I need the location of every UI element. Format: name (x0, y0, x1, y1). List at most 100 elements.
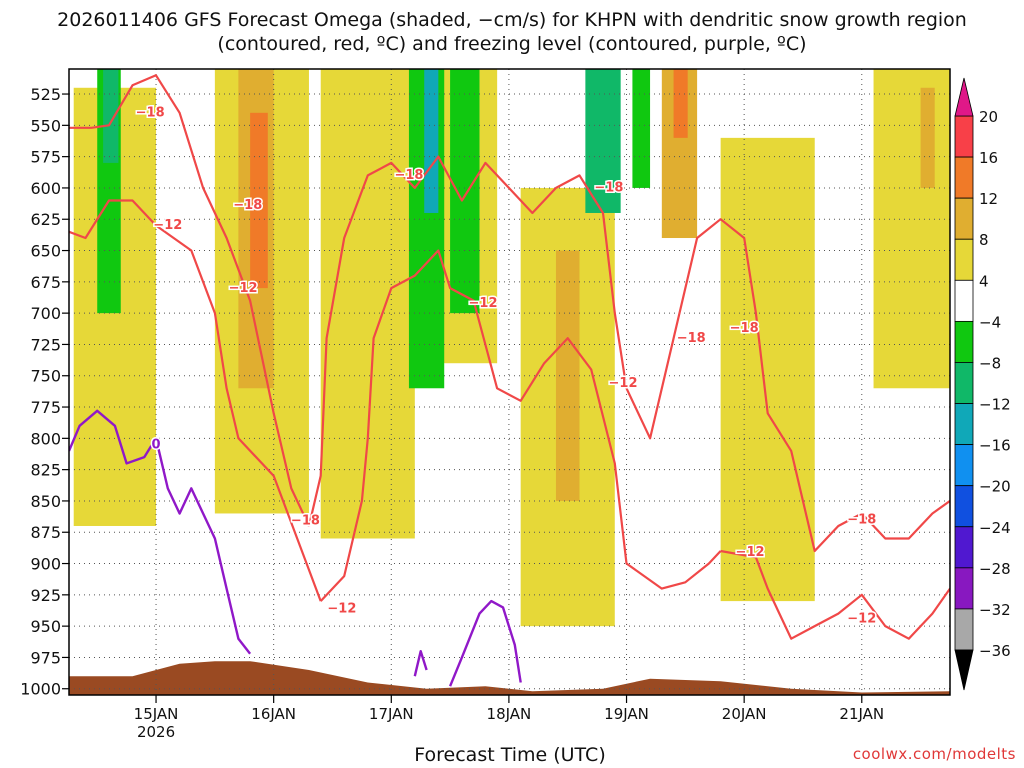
omega-region-14 (103, 69, 119, 163)
y-tick-label-725: 725 (30, 335, 61, 354)
dgz-label-4: −18 (291, 514, 320, 529)
dgz-label-3: −12 (229, 281, 258, 296)
colorbar-bin-8 (954, 444, 974, 487)
colorbar-label-5: −4 (979, 313, 1001, 331)
x-tick-label-19JAN: 19JAN (604, 705, 649, 723)
colorbar-under-arrow (954, 649, 974, 691)
x-tick-label-15JAN: 15JAN (134, 705, 179, 723)
colorbar-label-10: −24 (979, 519, 1011, 537)
dgz-contour-1 (69, 199, 322, 602)
colorbar-label-2: 12 (979, 190, 998, 208)
colorbar-label-0: 20 (979, 108, 998, 126)
y-tick-label-525: 525 (30, 85, 61, 104)
x-axis-title: Forecast Time (UTC) (414, 744, 606, 766)
omega-region-12 (920, 87, 935, 188)
dgz-contour-4 (307, 155, 950, 553)
dgz-label-0: −18 (136, 106, 165, 121)
y-tick-label-950: 950 (30, 617, 61, 636)
freezing-contour-1 (413, 650, 428, 677)
omega-region-10 (720, 137, 815, 602)
omega-region-4 (320, 69, 415, 539)
x-tick-label-20JAN: 20JAN (722, 705, 767, 723)
y-tick-label-575: 575 (30, 148, 61, 167)
colorbar-bin-0 (954, 115, 974, 158)
contour-labels: −18 −12 −18 −12 −18 −12 −18 −12 −18 −12 −18 −18 −12 −… (134, 104, 878, 628)
colorbar-bin-3 (954, 238, 974, 281)
dgz-label-12: −12 (736, 545, 765, 560)
colorbar-bin-4 (954, 279, 974, 322)
freezing-contour-0 (69, 409, 252, 655)
dgz-label-9: −12 (609, 376, 638, 391)
dgz-label-13: −18 (847, 512, 876, 527)
terrain-area (69, 661, 950, 695)
colorbar-label-12: −32 (979, 601, 1011, 619)
colorbar-bin-7 (954, 403, 974, 446)
colorbar-bin-10 (954, 526, 974, 569)
colorbar-over-arrow (954, 77, 974, 117)
colorbar-bin-11 (954, 567, 974, 610)
omega-region-11 (873, 69, 950, 389)
dgz-contour-2 (319, 249, 722, 602)
omega-region-19 (632, 69, 651, 188)
plot-area: −18 −12 −18 −12 −18 −12 −18 −12 −18 −12 −18 −18 −12 −… (68, 68, 951, 696)
freezing-label-0: 0 (152, 437, 161, 452)
credit-link[interactable]: coolwx.com/modelts (852, 745, 1016, 763)
y-tick-label-775: 775 (30, 398, 61, 417)
y-tick-label-925: 925 (30, 586, 61, 605)
dgz-label-2: −18 (233, 198, 262, 213)
y-tick-label-900: 900 (30, 555, 61, 574)
y-tick-label-975: 975 (30, 648, 61, 667)
dgz-label-6: −18 (394, 168, 423, 183)
freezing-contours (69, 409, 522, 687)
omega-region-17 (450, 69, 480, 314)
omega-region-16 (424, 69, 439, 213)
x-tick-label-17JAN: 17JAN (369, 705, 414, 723)
y-tick-label-700: 700 (30, 304, 61, 323)
dgz-contour-3 (720, 549, 950, 640)
y-tick-label-550: 550 (30, 116, 61, 135)
colorbar-bin-6 (954, 362, 974, 404)
dgz-contours (69, 74, 950, 640)
omega-region-18 (585, 69, 621, 213)
omega-shading (73, 69, 950, 627)
colorbar-label-7: −12 (979, 396, 1011, 414)
colorbar-label-3: 8 (979, 231, 989, 249)
colorbar-label-11: −28 (979, 560, 1011, 578)
dgz-label-11: −18 (730, 321, 759, 336)
colorbar-bin-5 (954, 320, 974, 363)
x-tick-sublabel-15JAN: 2026 (137, 723, 175, 741)
omega-region-7 (555, 250, 580, 501)
y-tick-label-800: 800 (30, 429, 61, 448)
colorbar: 20 16 12 8 4 −4 −8 −12 −16 −20 −24 −28 −32 −36 (954, 77, 1011, 691)
colorbar-label-9: −20 (979, 478, 1011, 496)
x-tick-label-16JAN: 16JAN (251, 705, 296, 723)
dgz-label-5: −12 (327, 601, 356, 616)
y-tick-label-1000: 1000 (20, 680, 61, 699)
x-tick-label-18JAN: 18JAN (487, 705, 532, 723)
y-tick-label-650: 650 (30, 242, 61, 261)
chart-title: 2026011406 GFS Forecast Omega (shaded, −… (57, 9, 967, 55)
dgz-label-7: −12 (469, 296, 498, 311)
y-axis: 525 550 575 600 625 650 675 700 725 750 775 800 825 8… (20, 85, 69, 699)
y-tick-label-875: 875 (30, 523, 61, 542)
colorbar-bin-2 (954, 197, 974, 240)
colorbar-label-8: −16 (979, 437, 1011, 455)
omega-region-9 (673, 69, 688, 138)
colorbar-label-13: −36 (979, 642, 1011, 660)
freezing-contour-2 (448, 599, 522, 687)
y-tick-label-850: 850 (30, 492, 61, 511)
colorbar-bin-9 (954, 485, 974, 528)
y-tick-label-750: 750 (30, 367, 61, 386)
dgz-label-1: −12 (153, 218, 182, 233)
y-tick-label-625: 625 (30, 210, 61, 229)
dgz-label-10: −18 (677, 331, 706, 346)
colorbar-label-1: 16 (979, 149, 998, 167)
colorbar-label-4: 4 (979, 272, 989, 290)
dgz-label-14: −12 (847, 611, 876, 626)
y-tick-label-675: 675 (30, 273, 61, 292)
dgz-label-8: −18 (594, 181, 623, 196)
dgz-contour-0 (69, 74, 310, 527)
colorbar-label-6: −8 (979, 354, 1001, 372)
